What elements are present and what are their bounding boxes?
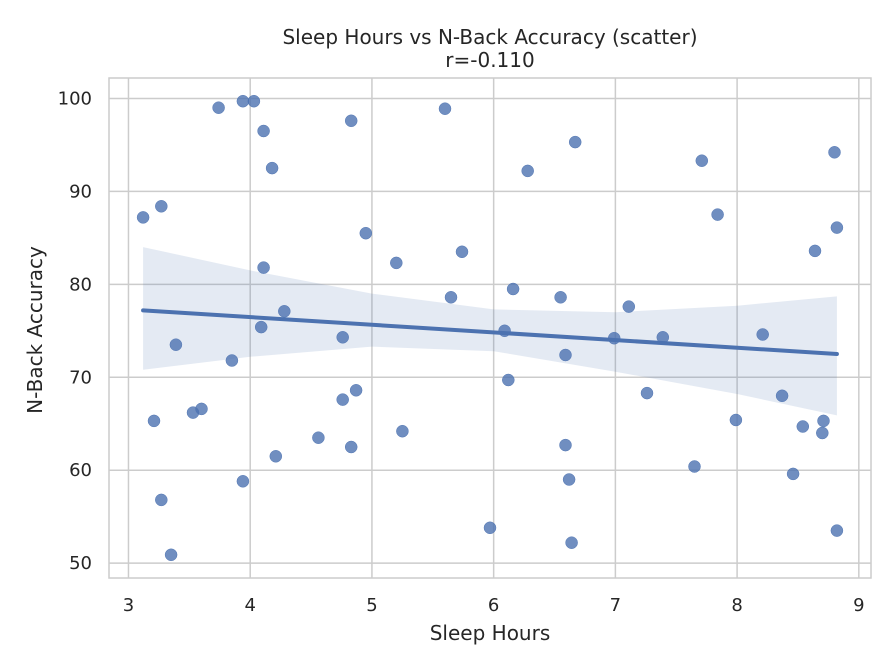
data-point bbox=[136, 211, 150, 224]
data-point bbox=[247, 94, 261, 108]
data-point bbox=[269, 450, 283, 463]
data-point bbox=[640, 386, 654, 400]
data-point bbox=[257, 261, 270, 274]
data-point bbox=[559, 348, 572, 362]
y-tick-label: 90 bbox=[69, 181, 92, 202]
x-tick-label: 5 bbox=[366, 595, 377, 616]
data-point bbox=[565, 536, 578, 549]
data-point bbox=[521, 164, 534, 178]
y-tick-label: 70 bbox=[69, 367, 92, 388]
data-point bbox=[344, 114, 358, 128]
y-tick-labels: 50 60 70 80 90 100 bbox=[58, 88, 92, 574]
data-point bbox=[195, 402, 208, 416]
x-tick-label: 6 bbox=[488, 595, 499, 616]
data-point bbox=[711, 208, 724, 221]
regression-line-path bbox=[141, 308, 839, 357]
regression-line bbox=[141, 308, 839, 357]
data-point bbox=[622, 300, 636, 313]
grid bbox=[109, 78, 871, 578]
data-point bbox=[828, 146, 841, 159]
data-point bbox=[349, 384, 363, 397]
data-point bbox=[396, 424, 409, 438]
data-point bbox=[169, 338, 183, 351]
data-point bbox=[816, 426, 829, 440]
data-point bbox=[695, 154, 709, 167]
data-point bbox=[830, 221, 844, 234]
data-point bbox=[254, 320, 268, 334]
data-point bbox=[265, 161, 279, 175]
plot-frame bbox=[108, 77, 872, 579]
data-point bbox=[257, 124, 270, 138]
data-point bbox=[786, 467, 800, 481]
y-tick-label: 100 bbox=[58, 88, 92, 109]
data-point bbox=[483, 521, 497, 535]
data-point bbox=[155, 493, 168, 507]
data-point bbox=[455, 245, 469, 259]
data-point bbox=[775, 389, 789, 403]
data-point bbox=[164, 548, 178, 562]
x-tick-label: 4 bbox=[244, 595, 255, 616]
data-point bbox=[568, 135, 582, 149]
data-point bbox=[225, 354, 239, 367]
chart-title: Sleep Hours vs N-Back Accuracy (scatter) bbox=[282, 25, 697, 49]
data-point bbox=[390, 256, 403, 270]
x-tick-label: 3 bbox=[123, 595, 134, 616]
data-point bbox=[506, 282, 520, 296]
x-tick-label: 7 bbox=[610, 595, 621, 616]
y-tick-label: 50 bbox=[69, 553, 92, 574]
data-point bbox=[147, 414, 161, 428]
data-point bbox=[312, 431, 325, 444]
data-point bbox=[688, 460, 701, 473]
data-point bbox=[817, 414, 830, 428]
data-point bbox=[808, 244, 822, 258]
y-tick-label: 60 bbox=[69, 460, 92, 481]
data-point bbox=[729, 413, 743, 427]
chart-subtitle: r=-0.110 bbox=[445, 48, 534, 72]
x-axis-label: Sleep Hours bbox=[430, 621, 551, 645]
data-point bbox=[830, 524, 844, 537]
data-points bbox=[136, 94, 844, 562]
data-point bbox=[502, 373, 515, 387]
data-point bbox=[554, 291, 567, 304]
y-tick-label: 80 bbox=[69, 274, 92, 295]
x-tick-label: 8 bbox=[731, 595, 742, 616]
data-point bbox=[562, 473, 576, 486]
x-tick-label: 9 bbox=[853, 595, 864, 616]
data-point bbox=[336, 393, 349, 406]
data-point bbox=[278, 305, 291, 318]
data-point bbox=[559, 438, 572, 452]
data-point bbox=[236, 94, 250, 108]
data-point bbox=[236, 475, 250, 488]
data-point bbox=[155, 200, 168, 213]
data-point bbox=[212, 101, 225, 114]
data-point bbox=[359, 226, 373, 240]
data-point bbox=[756, 328, 769, 341]
data-point bbox=[796, 420, 810, 433]
data-point bbox=[336, 331, 349, 344]
data-point bbox=[438, 102, 452, 115]
x-tick-labels: 3 4 5 6 7 8 9 bbox=[123, 595, 865, 616]
data-point bbox=[344, 440, 358, 454]
y-axis-label: N-Back Accuracy bbox=[23, 246, 47, 414]
data-point bbox=[444, 291, 458, 304]
